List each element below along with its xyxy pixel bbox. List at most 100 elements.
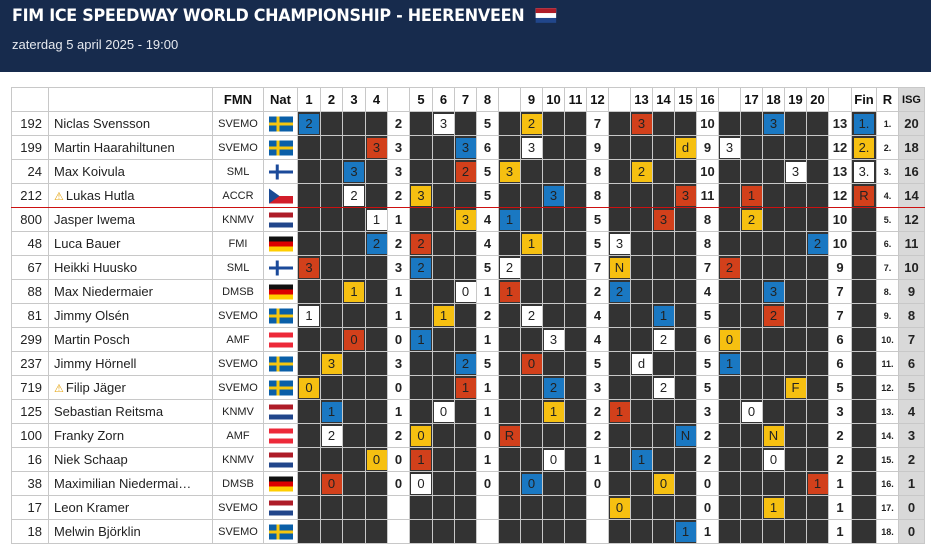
heat-result: 2 — [409, 231, 433, 256]
austria-flag-icon — [268, 332, 293, 348]
heat-result — [564, 135, 587, 160]
heat-result — [630, 519, 653, 544]
rider-row: 192 Niclas Svensson SVEMO 2 2 3 5 2 7 3 10 3 13 1. 1. 2… — [11, 111, 925, 136]
rider-nationality — [263, 111, 298, 136]
heat-result — [498, 495, 521, 520]
heat-result: 3 — [409, 183, 433, 208]
rider-row: 719 ⚠ Filip Jäger SVEMO 0 0 1 1 2 3 2 5 F 5 12. 5 — [11, 375, 925, 400]
running-total: 1 — [476, 399, 499, 424]
heat-result: 1 — [652, 303, 675, 328]
heat-result — [652, 279, 675, 304]
header-fin: Fin — [851, 87, 877, 112]
rider-row: 199 Martin Haarahiltunen SVEMO 3 3 3 6 3 9 d 9 3 12 2… — [11, 135, 925, 160]
rider-total-points: 3 — [898, 423, 925, 448]
rider-name: Max Niedermaier — [54, 284, 153, 299]
heat-result — [806, 207, 829, 232]
heat-score: 1 — [653, 305, 674, 326]
rider-row: 17 Leon Kramer SVEMO 0 0 1 1 17. 0 — [11, 495, 925, 520]
rider-number: 81 — [11, 303, 49, 328]
running-total: 5 — [476, 351, 499, 376]
heat-score: 0 — [411, 473, 431, 494]
rider-nationality — [263, 159, 298, 184]
heat-score: 3 — [433, 113, 454, 134]
heat-score: 2 — [521, 113, 542, 134]
heat-result: 0 — [409, 471, 433, 496]
heat-result — [762, 327, 785, 352]
heat-result: 1 — [718, 351, 741, 376]
heat-score: 3 — [543, 185, 564, 206]
heat-score: 3 — [653, 209, 674, 230]
rider-rank: 12. — [876, 375, 899, 400]
heat-result — [409, 495, 433, 520]
heat-result: 2 — [320, 423, 343, 448]
heat-score: 2 — [455, 161, 476, 182]
rider-name-cell: Niek Schaap — [48, 447, 213, 472]
heat-result — [608, 471, 631, 496]
netherlands-flag-icon — [268, 404, 293, 420]
running-total: 12 — [828, 183, 852, 208]
heat-score: 3 — [499, 161, 520, 182]
rider-fmn: SVEMO — [212, 135, 264, 160]
rider-rank: 15. — [876, 447, 899, 472]
rider-row: 212 ⚠ Lukas Hutla ACCR 2 2 3 5 3 8 3 11 1 12 R 4. 14 — [11, 183, 925, 208]
heat-result — [542, 351, 565, 376]
heat-result — [342, 375, 366, 400]
heat-result: 2 — [762, 303, 785, 328]
heat-score: 3 — [455, 209, 476, 230]
heat-result — [740, 519, 763, 544]
heat-result — [718, 495, 741, 520]
heat-result — [454, 303, 477, 328]
heat-result — [740, 111, 763, 136]
heat-result — [630, 399, 653, 424]
sweden-flag-icon — [268, 380, 293, 396]
rider-total-points: 0 — [898, 519, 925, 544]
heat-result — [342, 303, 366, 328]
heat-result — [762, 519, 785, 544]
heat-result — [498, 183, 521, 208]
rider-total-points: 10 — [898, 255, 925, 280]
heat-result — [806, 399, 829, 424]
running-total: 6 — [476, 135, 499, 160]
running-total: 11 — [696, 183, 719, 208]
heat-score: N — [609, 257, 630, 278]
heat-result — [608, 159, 631, 184]
heat-result — [432, 255, 455, 280]
running-total: 9 — [828, 255, 852, 280]
running-total: 0 — [696, 495, 719, 520]
rider-total-points: 0 — [898, 495, 925, 520]
heat-result — [520, 423, 543, 448]
rider-total-points: 1 — [898, 471, 925, 496]
header-heat-6: 6 — [432, 87, 455, 112]
rider-name: Lukas Hutla — [65, 188, 135, 203]
running-total: 3 — [696, 399, 719, 424]
rider-number: 237 — [11, 351, 49, 376]
sweden-flag-icon — [268, 356, 293, 372]
running-total: 1 — [387, 279, 410, 304]
heat-score: 2 — [543, 377, 564, 398]
rider-fmn: SML — [212, 255, 264, 280]
rider-number: 24 — [11, 159, 49, 184]
rider-total-points: 8 — [898, 303, 925, 328]
heat-score: 2 — [719, 257, 740, 278]
heat-result — [674, 495, 697, 520]
heat-result: 0 — [454, 279, 477, 304]
heat-result — [454, 423, 477, 448]
heat-score: 1 — [499, 209, 520, 230]
rider-name-cell: Jimmy Hörnell — [48, 351, 213, 376]
running-total: 0 — [476, 471, 499, 496]
heat-score: 2 — [299, 113, 319, 134]
running-total: 13 — [828, 111, 852, 136]
header-heat-8: 8 — [476, 87, 499, 112]
heat-score: 3 — [344, 161, 364, 182]
heat-score: 3 — [785, 161, 806, 182]
heat-result — [320, 255, 343, 280]
heat-result — [297, 231, 321, 256]
running-total: 12 — [828, 135, 852, 160]
rider-total-points: 12 — [898, 207, 925, 232]
running-total: 9 — [696, 135, 719, 160]
heat-score: 3 — [321, 353, 342, 374]
heat-result — [498, 231, 521, 256]
heat-result — [365, 399, 388, 424]
heat-result: 2 — [718, 255, 741, 280]
heat-result — [454, 255, 477, 280]
